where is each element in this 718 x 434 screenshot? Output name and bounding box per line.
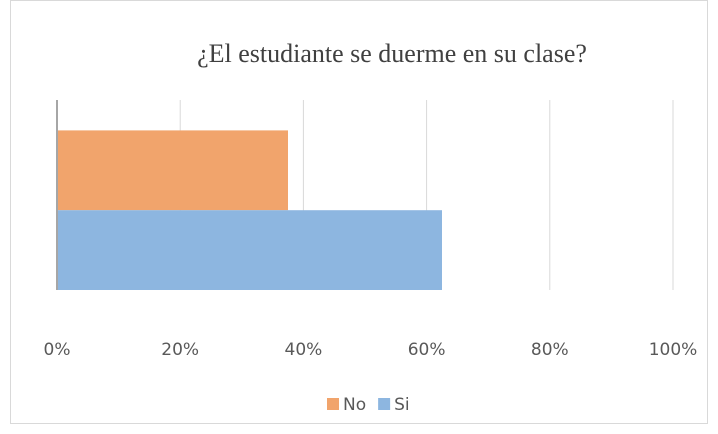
legend-label: Si [394,395,410,415]
x-tick-label: 40% [285,340,323,360]
x-tick-label: 20% [161,340,199,360]
x-tick-label: 80% [531,340,569,360]
legend-swatch [378,398,391,410]
bar [57,130,288,211]
legend-swatch [327,398,339,410]
bar [57,210,442,290]
x-tick-label: 100% [649,340,698,360]
legend-label: No [343,395,366,415]
x-tick-label: 0% [44,340,71,360]
chart-title: ¿El estudiante se duerme en su clase? [197,39,587,68]
x-tick-label: 60% [408,340,446,360]
